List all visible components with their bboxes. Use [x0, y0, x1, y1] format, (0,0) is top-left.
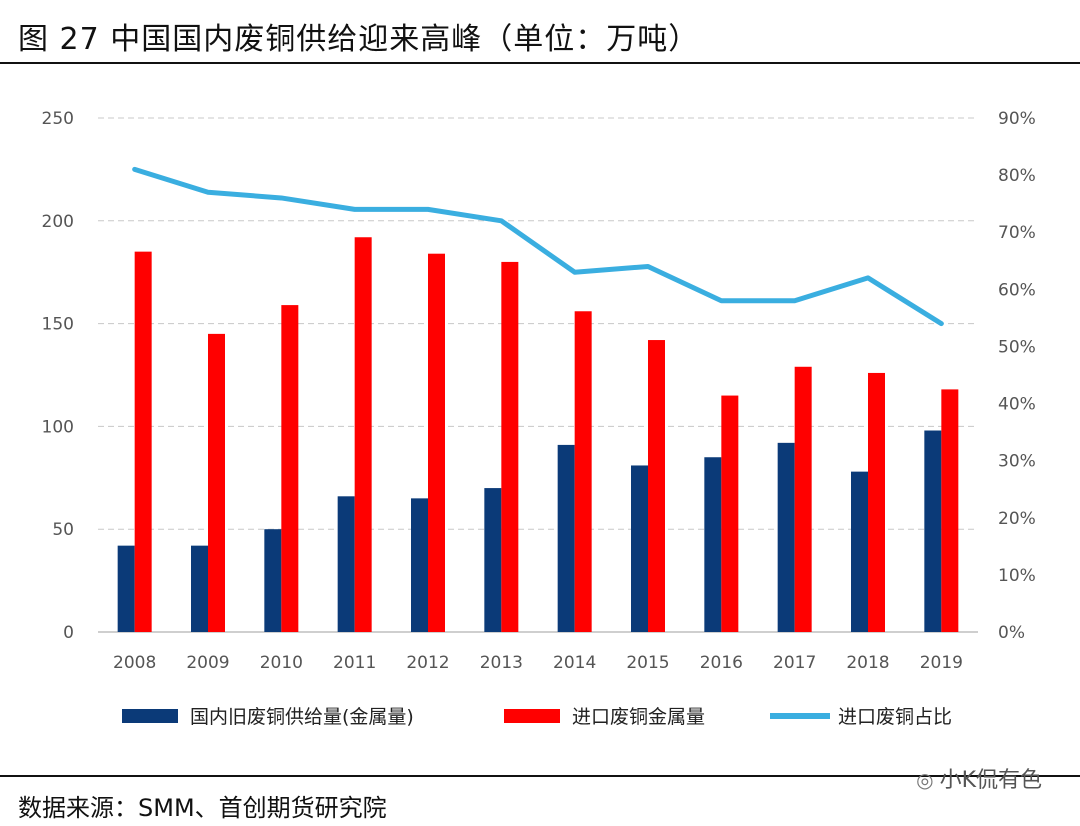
y-tick-label: 200 — [42, 212, 74, 232]
bar-domestic — [191, 545, 208, 632]
watermark-text: 小K侃有色 — [939, 768, 1042, 793]
legend-domestic-swatch — [122, 709, 178, 723]
y2-tick-label: 20% — [998, 509, 1036, 529]
chart-title: 图 27 中国国内废铜供给迎来高峰（单位：万吨） — [18, 22, 700, 57]
y-tick-label: 150 — [42, 315, 74, 335]
bar-domestic — [411, 498, 428, 632]
bar-imported — [208, 333, 225, 632]
ratio-line — [132, 166, 944, 327]
bar-imported — [868, 372, 885, 632]
legend-imported-label: 进口废铜金属量 — [572, 706, 705, 728]
wechat-icon: ◎ — [916, 768, 934, 792]
bar-domestic — [117, 545, 135, 632]
y-tick-label: 250 — [42, 109, 74, 129]
y2-tick-label: 90% — [998, 109, 1036, 129]
bar-domestic — [851, 471, 868, 632]
bar-imported — [794, 366, 812, 632]
bar-domestic — [704, 457, 722, 632]
footer-divider — [0, 775, 1080, 777]
line-ratio — [132, 166, 944, 327]
bar-imported — [428, 253, 445, 633]
grid-lines — [98, 117, 978, 633]
bar-imported — [648, 340, 665, 632]
data-source: 数据来源：SMM、首创期货研究院 — [18, 794, 387, 822]
x-tick-label: 2014 — [553, 653, 596, 673]
y-tick-label: 100 — [42, 417, 74, 437]
bar-imported — [134, 251, 152, 632]
y-tick-label: 50 — [52, 520, 74, 540]
x-tick-label: 2009 — [186, 653, 229, 673]
bar-domestic — [264, 529, 282, 632]
y2-tick-label: 10% — [998, 566, 1036, 586]
y2-tick-label: 0% — [998, 623, 1025, 643]
y-axis-left: 0 50 100 150 200 250 — [42, 109, 74, 643]
y2-tick-label: 80% — [998, 166, 1036, 186]
bar-imported — [281, 305, 299, 632]
legend-ratio-label: 进口废铜占比 — [838, 706, 952, 728]
title-divider — [0, 62, 1080, 64]
x-tick-label: 2015 — [626, 653, 669, 673]
bars — [117, 237, 959, 633]
bar-domestic — [631, 465, 648, 632]
x-tick-label: 2012 — [406, 653, 449, 673]
x-axis: 2008 2009 2010 2011 2012 2013 2014 2015 2016 2017… — [113, 653, 963, 673]
bar-imported — [721, 395, 739, 632]
y-tick-label: 0 — [63, 623, 74, 643]
legend-domestic-label: 国内旧废铜供给量(金属量) — [190, 706, 414, 728]
x-tick-label: 2013 — [480, 653, 523, 673]
x-tick-label: 2018 — [846, 653, 889, 673]
y2-tick-label: 40% — [998, 395, 1036, 415]
y-axis-right: 0% 10% 20% 30% 40% 50% 60% 70% 80% 90% — [998, 109, 1036, 643]
bar-imported — [501, 261, 519, 632]
bar-domestic — [777, 442, 795, 632]
x-tick-label: 2019 — [920, 653, 963, 673]
bar-domestic — [337, 496, 355, 632]
y2-tick-label: 70% — [998, 223, 1036, 243]
watermark: ◎ 小K侃有色 — [916, 762, 1042, 794]
y2-tick-label: 30% — [998, 452, 1036, 472]
legend-imported-swatch — [504, 709, 560, 723]
bar-imported — [574, 311, 592, 632]
bar-imported — [354, 237, 372, 633]
chart: 0 50 100 150 200 250 0% 10% 20% 30% 40% 50% 60% 70% 8… — [42, 109, 1036, 728]
bar-domestic — [924, 430, 942, 632]
x-tick-label: 2010 — [260, 653, 303, 673]
x-tick-label: 2016 — [700, 653, 743, 673]
x-tick-label: 2008 — [113, 653, 156, 673]
y2-tick-label: 50% — [998, 337, 1036, 357]
bar-imported — [941, 389, 959, 632]
legend: 国内旧废铜供给量(金属量) 进口废铜金属量 进口废铜占比 — [122, 706, 952, 728]
x-tick-label: 2017 — [773, 653, 816, 673]
y2-tick-label: 60% — [998, 280, 1036, 300]
x-tick-label: 2011 — [333, 653, 376, 673]
bar-domestic — [557, 444, 575, 632]
bar-domestic — [484, 488, 502, 632]
